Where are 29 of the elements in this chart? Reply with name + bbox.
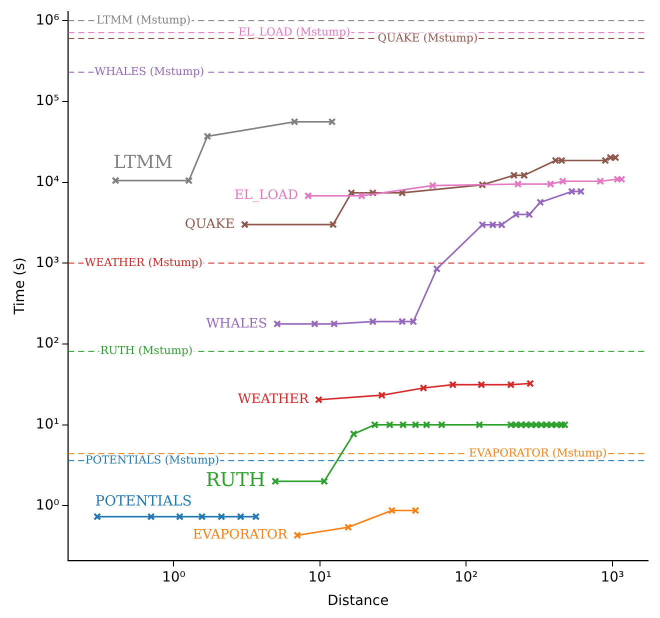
- ref-line-label: WEATHER (Mstump): [84, 256, 203, 269]
- y-tick-label: 10⁴: [36, 174, 60, 190]
- ref-line-label: POTENTIALS (Mstump): [85, 454, 220, 467]
- y-tick-label: 10³: [36, 254, 60, 271]
- ref-line-label: WHALES (Mstump): [94, 65, 204, 78]
- ref-line-label: RUTH (Mstump): [100, 344, 193, 358]
- x-axis-title: Distance: [328, 593, 389, 610]
- x-tick-label: 10¹: [308, 569, 332, 586]
- x-tick-label: 10³: [600, 569, 624, 586]
- x-tick-label: 10⁰: [162, 569, 186, 586]
- x-tick-label: 10²: [454, 569, 478, 586]
- series-label: WEATHER: [238, 392, 310, 408]
- ref-line-label: EVAPORATOR (Mstump): [468, 446, 607, 460]
- y-tick-label: 10²: [36, 336, 60, 352]
- ref-line-label: EL_LOAD (Mstump): [238, 25, 350, 38]
- y-axis-title: Time (s): [12, 257, 28, 316]
- ref-line-label: LTMM (Mstump): [96, 13, 191, 26]
- series-label: EVAPORATOR: [192, 528, 289, 543]
- series-label: EL_LOAD: [234, 188, 298, 204]
- y-tick-label: 10⁶: [36, 12, 60, 28]
- series-label: QUAKE: [184, 216, 235, 232]
- y-tick-label: 10⁰: [36, 497, 60, 514]
- y-tick-label: 10⁵: [36, 93, 60, 110]
- series-label: RUTH: [206, 469, 266, 492]
- y-tick-label: 10¹: [36, 416, 60, 432]
- series-label: LTMM: [114, 152, 173, 174]
- series-label: POTENTIALS: [95, 493, 192, 510]
- series-label: WHALES: [206, 316, 268, 332]
- ref-line-label: QUAKE (Mstump): [378, 31, 478, 44]
